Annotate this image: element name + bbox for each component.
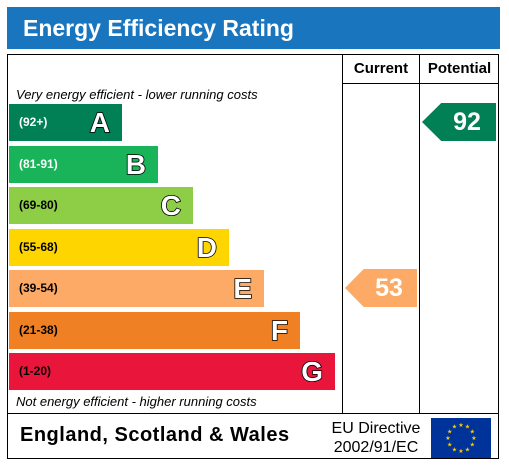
caption-bottom: Not energy efficient - higher running co… xyxy=(16,394,257,409)
band-letter: C xyxy=(160,189,182,222)
svg-text:★: ★ xyxy=(471,435,476,442)
svg-text:★: ★ xyxy=(445,435,450,442)
band-e: (39-54) E xyxy=(9,270,264,307)
band-letter: F xyxy=(270,314,289,347)
band-letter: D xyxy=(196,231,218,264)
band-g: (1-20) G xyxy=(9,353,335,390)
svg-text:★: ★ xyxy=(470,429,475,436)
band-c: (69-80) C xyxy=(9,187,193,224)
svg-text:★: ★ xyxy=(458,422,463,429)
divider-potential xyxy=(419,54,420,414)
band-range: (55-68) xyxy=(19,240,58,254)
band-f: (21-38) F xyxy=(9,312,300,349)
rating-table xyxy=(7,54,499,459)
current-rating-value: 53 xyxy=(375,274,403,302)
region-label: England, Scotland & Wales xyxy=(20,424,290,446)
directive-line-2: 2002/91/EC xyxy=(333,439,419,456)
potential-rating-value: 92 xyxy=(453,108,481,136)
band-range: (39-54) xyxy=(19,281,58,295)
chart-title: Energy Efficiency Rating xyxy=(7,7,500,49)
band-letter: G xyxy=(300,355,323,388)
band-letter: E xyxy=(233,272,253,305)
svg-text:★: ★ xyxy=(452,446,457,453)
eu-directive: EU Directive 2002/91/EC xyxy=(326,419,426,457)
band-letter: A xyxy=(89,106,111,139)
caption-top: Very energy efficient - lower running co… xyxy=(16,87,258,102)
band-range: (81-91) xyxy=(19,157,58,171)
svg-text:★: ★ xyxy=(465,446,470,453)
divider-current xyxy=(342,54,343,414)
directive-line-1: EU Directive xyxy=(331,420,421,437)
svg-text:★: ★ xyxy=(470,442,475,449)
band-d: (55-68) D xyxy=(9,229,229,266)
band-a: (92+) A xyxy=(9,104,122,141)
band-range: (21-38) xyxy=(19,323,58,337)
divider-footer xyxy=(7,413,499,414)
column-potential: Potential xyxy=(427,60,492,77)
band-range: (69-80) xyxy=(19,198,58,212)
band-range: (1-20) xyxy=(19,364,52,378)
svg-text:★: ★ xyxy=(458,448,463,455)
svg-text:★: ★ xyxy=(447,429,452,436)
eu-flag-icon: ★ ★★★★★★★★★★★ xyxy=(431,418,491,458)
column-current: Current xyxy=(353,60,409,77)
band-range: (92+) xyxy=(19,115,48,129)
svg-text:★: ★ xyxy=(465,424,470,431)
divider-header xyxy=(342,83,499,84)
band-b: (81-91) B xyxy=(9,146,158,183)
svg-text:★: ★ xyxy=(447,442,452,449)
svg-text:★: ★ xyxy=(452,424,457,431)
band-letter: B xyxy=(125,148,147,181)
